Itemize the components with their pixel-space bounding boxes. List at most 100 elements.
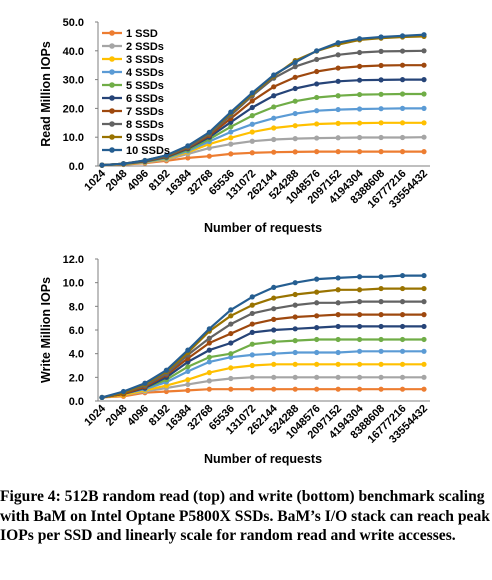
read-x-tick-label: 2048 (104, 168, 130, 194)
write-data-point (249, 329, 255, 335)
read-data-point (228, 109, 234, 115)
read-data-point (314, 68, 320, 75)
legend-item: 4 SSDs (102, 67, 164, 79)
write-series-line (101, 300, 424, 399)
write-data-point (292, 338, 298, 344)
write-data-point (249, 386, 255, 392)
legend-swatch-marker (109, 108, 115, 114)
legend-item: 3 SSDs (102, 54, 164, 66)
write-data-point (335, 300, 341, 306)
write-data-point (314, 386, 320, 392)
read-data-point (249, 129, 255, 135)
write-data-point (292, 326, 298, 332)
write-data-point (206, 386, 212, 392)
legend-item: 7 SSDs (102, 106, 164, 118)
write-data-point (421, 386, 427, 392)
legend-swatch-marker (109, 147, 115, 153)
write-data-point (378, 386, 384, 392)
write-data-point (206, 359, 212, 365)
read-y-tick-label: 40.0 (63, 46, 84, 58)
write-data-point (271, 339, 277, 345)
write-data-point (292, 374, 298, 380)
read-data-point (163, 152, 169, 158)
write-data-point (292, 302, 298, 308)
write-data-point (271, 306, 277, 312)
write-data-point (228, 340, 234, 346)
write-data-point (185, 364, 191, 370)
read-data-point (292, 110, 298, 117)
read-chart: 0.010.020.030.040.050.010242048409681921… (39, 17, 430, 235)
write-data-point (206, 335, 212, 341)
write-data-point (228, 365, 234, 371)
write-data-point (399, 336, 406, 343)
write-data-point (228, 321, 234, 327)
read-data-point (335, 149, 341, 155)
read-y-axis-title: Read Million IOPs (39, 41, 53, 147)
read-data-point (314, 135, 320, 141)
read-y-tick-label: 50.0 (63, 17, 84, 29)
write-series-10 (99, 272, 427, 401)
write-data-point (142, 380, 148, 386)
read-data-point (378, 62, 384, 69)
write-data-point (335, 287, 341, 293)
write-series-4 (99, 348, 427, 401)
write-data-point (271, 374, 277, 380)
write-data-point (185, 381, 191, 388)
write-y-axis-title: Write Million IOPs (39, 277, 53, 383)
legend-item: 8 SSDs (102, 119, 164, 131)
read-data-point (292, 98, 298, 104)
write-data-point (206, 340, 212, 346)
write-data-point (357, 287, 363, 293)
read-data-point (228, 124, 234, 130)
read-data-point (421, 120, 427, 126)
read-data-point (249, 150, 255, 156)
read-data-point (335, 93, 341, 99)
write-data-point (271, 316, 277, 322)
read-data-point (357, 63, 363, 69)
read-data-point (399, 91, 406, 97)
write-data-point (378, 361, 384, 367)
read-data-point (206, 153, 212, 159)
read-data-point (249, 113, 255, 119)
write-x-axis-title: Number of requests (204, 452, 322, 466)
write-data-point (399, 374, 406, 380)
write-data-point (99, 394, 105, 401)
read-data-point (120, 161, 127, 167)
legend-label: 9 SSDs (126, 132, 164, 144)
read-data-point (421, 134, 427, 140)
read-data-point (271, 84, 277, 90)
read-data-point (399, 62, 406, 68)
read-data-point (357, 77, 363, 83)
write-data-point (314, 374, 320, 380)
write-data-point (399, 312, 406, 318)
write-x-tick-label: 1024 (82, 402, 108, 428)
write-y-tick-label: 12.0 (63, 254, 84, 266)
write-chart: 0.02.04.06.08.010.012.010242048409681921… (39, 254, 430, 466)
write-data-point (314, 325, 320, 331)
read-data-point (378, 106, 384, 112)
write-data-point (249, 321, 255, 327)
write-y-tick-label: 4.0 (69, 349, 84, 361)
read-data-point (271, 125, 277, 131)
write-data-point (357, 374, 363, 380)
write-data-point (399, 348, 406, 354)
write-data-point (357, 299, 363, 305)
legend-swatch-marker (109, 30, 115, 36)
read-data-point (335, 40, 341, 46)
read-data-point (399, 33, 406, 39)
write-data-point (185, 368, 191, 375)
write-y-tick-label: 10.0 (63, 278, 84, 290)
write-series-line (101, 274, 424, 399)
write-data-point (357, 386, 363, 392)
read-x-axis-title: Number of requests (204, 221, 322, 235)
legend-label: 2 SSDs (126, 41, 164, 53)
write-data-point (335, 275, 341, 281)
legend-swatch-marker (109, 43, 115, 49)
read-data-point (271, 104, 277, 110)
write-data-point (249, 341, 255, 347)
write-data-point (357, 336, 363, 343)
write-data-point (421, 272, 427, 279)
read-data-point (249, 138, 255, 144)
write-data-point (271, 351, 277, 357)
legend-item: 9 SSDs (102, 132, 164, 144)
